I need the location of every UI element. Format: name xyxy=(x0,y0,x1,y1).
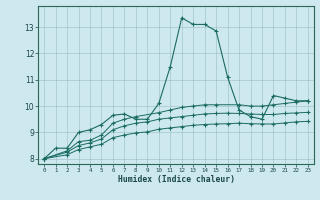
X-axis label: Humidex (Indice chaleur): Humidex (Indice chaleur) xyxy=(117,175,235,184)
